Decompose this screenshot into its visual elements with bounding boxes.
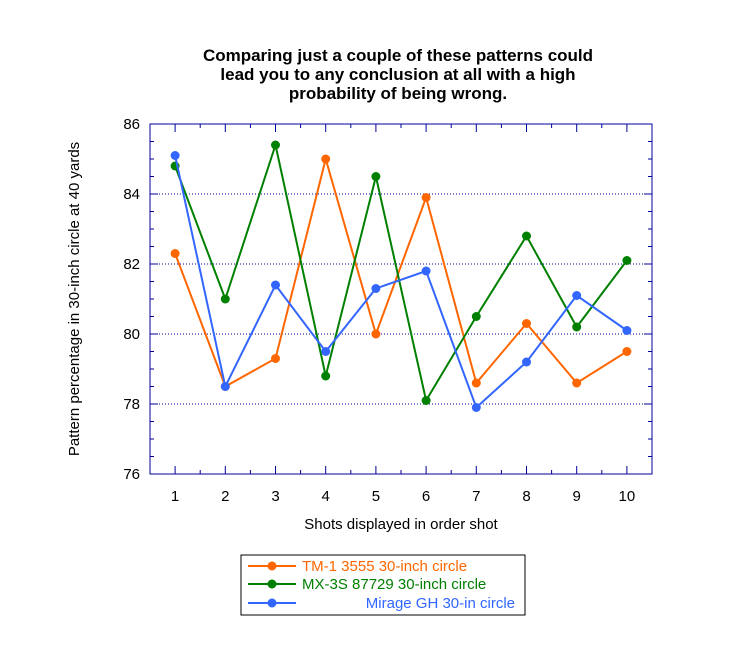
series-1-point xyxy=(421,193,431,202)
series-2-point xyxy=(471,312,481,321)
y-tick-label: 80 xyxy=(123,326,140,343)
series-2-point xyxy=(321,371,331,381)
x-axis-label: Shots displayed in order shot xyxy=(304,516,498,533)
series-2-point xyxy=(371,172,381,181)
series-line-3 xyxy=(174,155,628,410)
series-3-point xyxy=(522,357,531,367)
y-tick-label: 82 xyxy=(123,256,140,273)
series-1-point xyxy=(522,319,531,328)
series-2-point xyxy=(220,294,230,304)
series-1-point xyxy=(170,249,180,258)
series-1-point xyxy=(572,378,582,388)
legend-label-1: TM-1 3555 30-inch circle xyxy=(302,558,467,575)
series-1-point xyxy=(321,154,331,164)
x-tick-label: 5 xyxy=(372,488,380,505)
y-axis-label: Pattern percentage in 30-inch circle at … xyxy=(66,142,83,456)
series-3-point xyxy=(321,347,331,356)
x-tick-label: 7 xyxy=(472,488,480,505)
x-tick-label: 9 xyxy=(573,488,581,505)
y-tick-label: 76 xyxy=(123,466,140,483)
series-2-point xyxy=(421,396,431,405)
title-line-2: lead you to any conclusion at all with a… xyxy=(220,65,575,84)
title-line-1: Comparing just a couple of these pattern… xyxy=(203,46,593,65)
chart-title: Comparing just a couple of these pattern… xyxy=(203,46,593,103)
series-3-point xyxy=(220,382,230,391)
series-3-point xyxy=(471,403,481,412)
series-3-point xyxy=(572,291,582,300)
series-3-point xyxy=(170,151,180,160)
series-1-point xyxy=(271,354,280,363)
series-1-point xyxy=(471,378,481,388)
y-tick-label: 86 xyxy=(123,116,140,133)
x-tick-label: 4 xyxy=(322,488,330,505)
series-3-point xyxy=(622,326,632,335)
legend-marker-3 xyxy=(267,598,277,608)
x-tick-label: 8 xyxy=(522,488,530,505)
series-2-point xyxy=(271,140,280,150)
x-tick-label: 10 xyxy=(619,488,636,505)
x-tick-label: 2 xyxy=(221,488,229,505)
x-tick-label: 6 xyxy=(422,488,430,505)
title-line-3: probability of being wrong. xyxy=(289,84,507,103)
series-2-point xyxy=(622,256,632,265)
x-tick-label: 1 xyxy=(171,488,179,505)
legend-label-3: Mirage GH 30-in circle xyxy=(366,595,515,612)
series-line-1 xyxy=(174,155,628,388)
legend-label-2: MX-3S 87729 30-inch circle xyxy=(302,576,486,593)
y-tick-label: 84 xyxy=(123,186,140,203)
series-2-point xyxy=(522,231,531,241)
legend-marker-1 xyxy=(267,561,277,571)
series-2-point xyxy=(572,322,582,332)
x-tick-label: 3 xyxy=(271,488,279,505)
series-line-2 xyxy=(174,141,628,404)
series-1-point xyxy=(622,347,632,356)
series-3-point xyxy=(371,284,381,293)
series-3-point xyxy=(421,266,431,276)
legend-marker-2 xyxy=(267,579,277,589)
y-tick-label: 78 xyxy=(123,396,140,413)
series-1-point xyxy=(371,329,381,339)
series-3-point xyxy=(271,280,280,290)
